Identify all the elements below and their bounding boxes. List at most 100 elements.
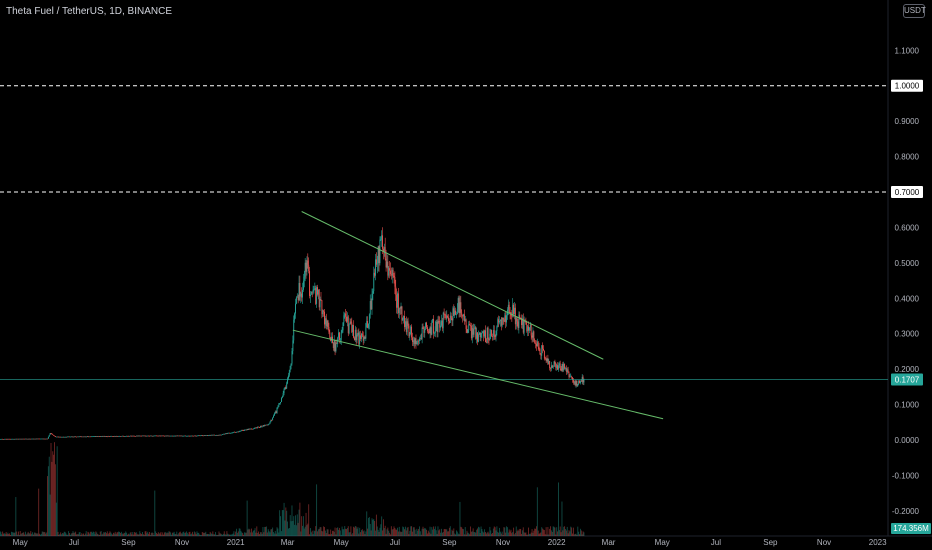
candle-body [336, 343, 338, 345]
candle-body [69, 436, 71, 438]
volume-bar [343, 529, 345, 536]
volume-bar [355, 526, 357, 536]
volume-bar [399, 531, 401, 536]
candle-body [213, 434, 215, 436]
volume-bar [324, 527, 325, 536]
volume-bar [180, 533, 182, 536]
candle-body [527, 326, 529, 332]
candle-body [228, 432, 230, 434]
volume-bar [58, 534, 60, 536]
candle-body [339, 339, 341, 341]
volume-bar [564, 526, 566, 536]
currency-button[interactable]: USDT [903, 4, 926, 18]
candle-body [200, 435, 202, 436]
candle-body [58, 436, 60, 438]
volume-bar [419, 526, 420, 536]
candle-body [270, 420, 272, 423]
volume-bar [561, 501, 563, 536]
volume-bar [239, 528, 241, 536]
candle-body [272, 417, 274, 421]
candle-body [80, 436, 82, 438]
volume-bar [476, 529, 478, 536]
candle-body [139, 435, 141, 437]
candle-body [109, 436, 111, 437]
volume-bar [456, 531, 458, 536]
volume-bar [147, 531, 149, 536]
candle-body [434, 326, 436, 333]
volume-bar [156, 533, 158, 536]
volume-bar [482, 531, 484, 536]
volume-bar [104, 532, 106, 536]
candle-body [519, 314, 521, 318]
volume-bar [48, 456, 50, 536]
volume-bar [84, 533, 86, 536]
candle-body [68, 436, 70, 438]
volume-bar [79, 532, 81, 536]
candle-body [392, 269, 394, 276]
volume-bar [422, 526, 424, 536]
candle-body [122, 435, 124, 437]
volume-bar [203, 533, 205, 536]
volume-bar [516, 531, 518, 536]
candle-body [292, 340, 294, 352]
volume-bar [122, 534, 124, 536]
volume-bar [158, 533, 160, 536]
candle-body [67, 436, 69, 438]
trendline[interactable] [292, 329, 664, 420]
candle-body [101, 436, 103, 437]
volume-bar [471, 531, 473, 536]
volume-bar [434, 526, 436, 536]
volume-bar [11, 532, 13, 536]
candle-body [338, 332, 340, 338]
candle-body [346, 316, 347, 322]
candle-body [7, 438, 9, 440]
candle-body [222, 433, 224, 435]
candle-body [480, 333, 482, 338]
candle-body [167, 435, 169, 437]
candle-body [100, 436, 102, 437]
volume-bar [127, 533, 129, 536]
candle-body [458, 298, 460, 314]
candle-body [219, 434, 221, 436]
candle-body [510, 314, 512, 316]
candle-body [410, 326, 412, 333]
candle-body [290, 363, 292, 366]
volume-bar [473, 532, 475, 536]
candle-body [531, 335, 533, 338]
candle-body [92, 436, 94, 437]
candle-body [295, 303, 296, 314]
candle-body [268, 423, 270, 425]
candle-body [420, 338, 422, 339]
candle-body [505, 315, 507, 323]
candle-body [568, 372, 570, 378]
candle-body [194, 435, 196, 437]
candle-body [123, 436, 125, 437]
volume-bar [509, 531, 511, 536]
volume-bar [298, 509, 300, 536]
volume-bar [528, 527, 529, 536]
volume-bar [229, 534, 231, 536]
volume-bar [384, 525, 386, 536]
volume-bar [444, 528, 446, 536]
trendline[interactable] [301, 211, 604, 360]
volume-bar [495, 530, 497, 536]
candle-body [106, 436, 108, 438]
candle-body [83, 436, 85, 438]
candle-body [339, 332, 340, 341]
volume-bar [109, 531, 111, 536]
candle-body [441, 320, 443, 329]
volume-bar [166, 532, 168, 536]
volume-bar [161, 534, 163, 536]
candle-body [157, 435, 159, 437]
candle-body [468, 324, 470, 331]
candle-body [573, 381, 575, 383]
candle-body [457, 298, 459, 309]
level-price-tag [891, 186, 923, 198]
volume-bar [361, 529, 363, 536]
volume-bar [402, 526, 404, 536]
candle-body [51, 433, 53, 435]
volume-bar [181, 533, 183, 536]
volume-bar [49, 494, 51, 536]
candle-body [484, 330, 486, 337]
